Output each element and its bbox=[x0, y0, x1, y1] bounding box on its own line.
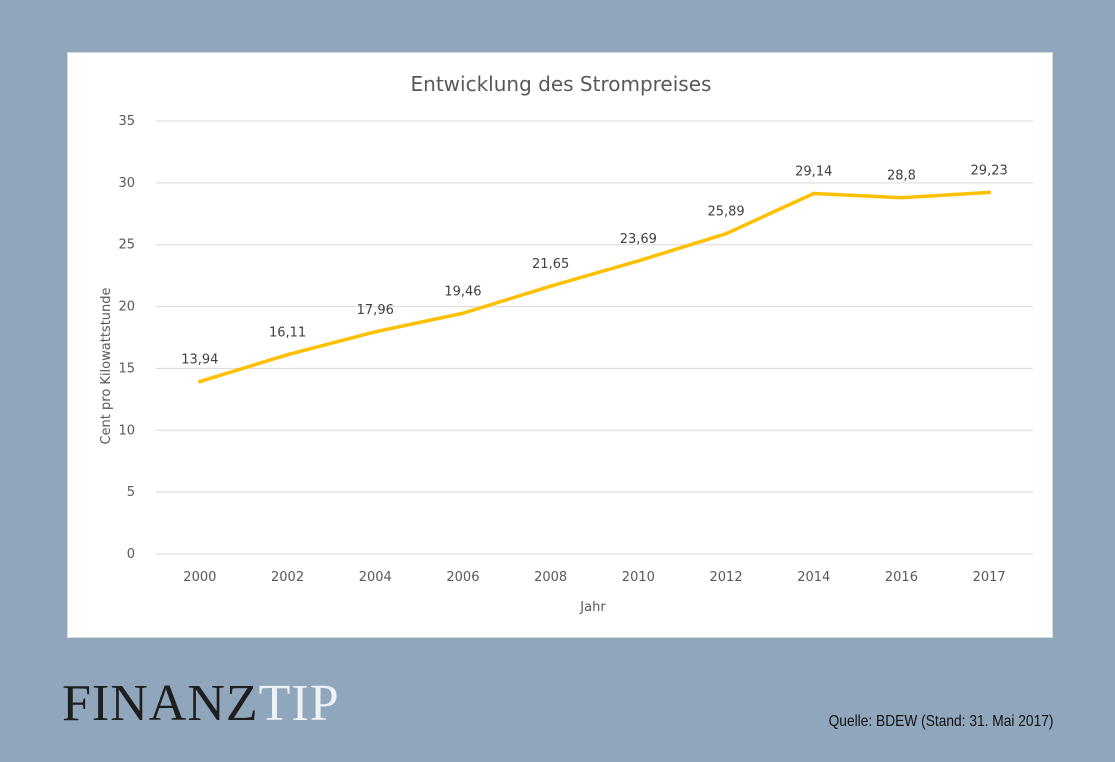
data-point bbox=[198, 379, 202, 384]
chart-title: Entwicklung des Strompreises bbox=[411, 72, 712, 96]
data-label: 28,8 bbox=[887, 169, 916, 184]
data-label: 29,14 bbox=[795, 164, 832, 179]
data-label: 13,94 bbox=[181, 353, 218, 368]
line-chart: Entwicklung des Strompreises 0 5 10 15 20 25 3… bbox=[99, 72, 1033, 615]
data-label: 19,46 bbox=[444, 284, 481, 299]
x-tick-label: 2014 bbox=[797, 570, 830, 585]
gridlines bbox=[156, 120, 1033, 555]
data-label: 21,65 bbox=[532, 257, 569, 272]
data-point bbox=[285, 352, 290, 357]
x-tick-label: 2017 bbox=[973, 570, 1006, 585]
data-point bbox=[636, 259, 641, 263]
y-tick-label: 5 bbox=[127, 485, 135, 500]
data-point bbox=[987, 190, 991, 195]
data-point bbox=[724, 231, 728, 236]
data-label: 16,11 bbox=[269, 326, 306, 341]
y-tick-label: 30 bbox=[118, 176, 135, 191]
logo-text-finanz: FINANZ bbox=[62, 675, 259, 732]
chart-panel: Entwicklung des Strompreises 0 5 10 15 20 25 3… bbox=[67, 52, 1053, 638]
data-label: 29,23 bbox=[971, 163, 1008, 178]
x-axis-title: Jahr bbox=[579, 600, 606, 615]
x-tick-label: 2010 bbox=[622, 570, 655, 585]
series-line bbox=[198, 190, 991, 384]
y-tick-label: 15 bbox=[118, 361, 135, 376]
logo-text-tip: TIP bbox=[258, 675, 340, 732]
data-point bbox=[899, 195, 904, 200]
source-note: Quelle: BDEW (Stand: 31. Mai 2017) bbox=[828, 713, 1053, 730]
y-tick-label: 0 bbox=[127, 547, 135, 562]
data-label: 25,89 bbox=[707, 205, 744, 220]
x-tick-label: 2008 bbox=[534, 570, 567, 585]
y-tick-label: 35 bbox=[118, 114, 135, 129]
y-tick-label: 25 bbox=[118, 238, 135, 253]
x-tick-label: 2012 bbox=[710, 570, 743, 585]
data-point bbox=[373, 330, 378, 334]
data-point bbox=[811, 191, 816, 196]
data-labels: 13,94 16,11 17,96 19,46 21,65 23,69 25,89 29,14… bbox=[181, 163, 1008, 367]
data-point bbox=[548, 284, 553, 288]
data-point bbox=[461, 311, 465, 316]
x-tick-label: 2000 bbox=[183, 570, 216, 585]
data-label: 23,69 bbox=[620, 232, 657, 247]
finanztip-logo: FINANZTIP bbox=[62, 678, 340, 730]
y-axis-ticks: 0 5 10 15 20 25 30 35 bbox=[118, 114, 135, 562]
x-tick-label: 2004 bbox=[359, 570, 392, 585]
x-tick-label: 2006 bbox=[446, 570, 479, 585]
series-layer bbox=[198, 190, 991, 384]
y-tick-label: 20 bbox=[118, 300, 135, 315]
data-label: 17,96 bbox=[357, 303, 394, 318]
x-tick-label: 2002 bbox=[271, 570, 304, 585]
x-axis-ticks: 2000 2002 2004 2006 2008 2010 2012 2014 2016 2017 bbox=[183, 570, 1005, 585]
y-tick-label: 10 bbox=[118, 423, 135, 438]
y-axis-title: Cent pro Kilowattstunde bbox=[99, 287, 114, 444]
x-tick-label: 2016 bbox=[885, 570, 918, 585]
